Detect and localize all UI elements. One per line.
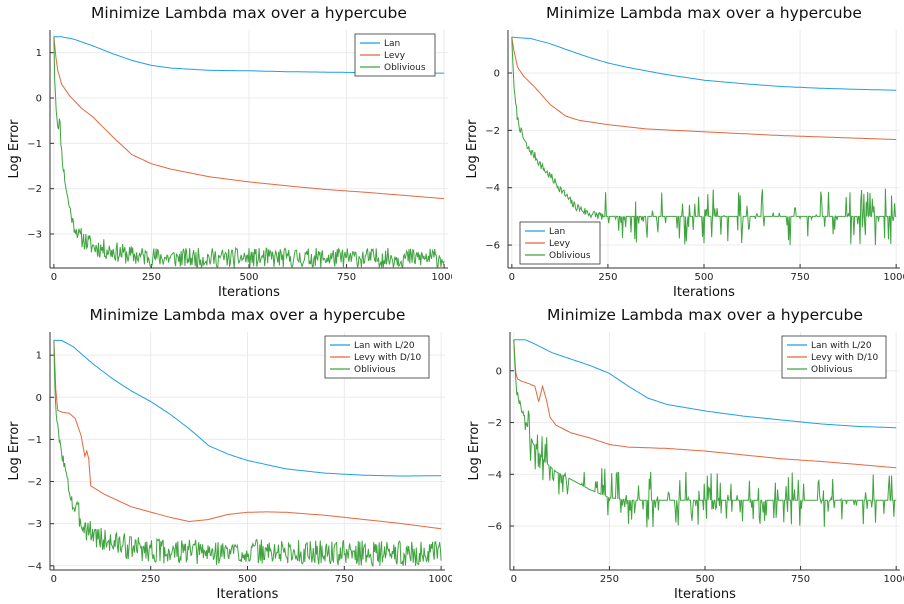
legend-label: Levy xyxy=(549,239,571,249)
chart-panel-bottom-left: Minimize Lambda max over a hypercube 0 250… xyxy=(0,302,452,604)
legend-label: Levy xyxy=(384,51,406,61)
series-line-levy xyxy=(53,340,442,530)
legend: Lan Levy Oblivious xyxy=(354,33,436,77)
legend-label: Lan with L/20 xyxy=(354,341,415,351)
x-tick-label: 750 xyxy=(791,272,810,283)
y-tick-label: −2 xyxy=(27,184,42,195)
chart-title: Minimize Lambda max over a hypercube xyxy=(546,4,862,22)
series-line-lan xyxy=(511,36,897,91)
y-tick-label: −1 xyxy=(27,139,42,150)
x-tick-label: 1000 xyxy=(883,272,904,283)
series-line-oblivious xyxy=(53,340,442,567)
series-line-oblivious xyxy=(53,36,445,268)
legend-label: Oblivious xyxy=(354,365,396,375)
x-tick-label: 500 xyxy=(695,574,714,585)
y-tick-label: −2 xyxy=(485,126,500,137)
legend-label: Oblivious xyxy=(384,63,426,73)
x-tick-label: 1000 xyxy=(431,272,452,283)
x-tick-label: 1000 xyxy=(428,574,452,585)
legend-label: Oblivious xyxy=(549,251,591,261)
legend: Lan with L/20 Levy with D/10 Oblivious xyxy=(781,335,887,379)
y-tick-label: −6 xyxy=(485,241,500,252)
chart-svg: Minimize Lambda max over a hypercube 0 250… xyxy=(7,4,452,300)
legend: Lan with L/20 Levy with D/10 Oblivious xyxy=(324,335,430,379)
y-tick-label: −3 xyxy=(27,230,42,241)
y-tick-label: 0 xyxy=(494,69,500,80)
chart-panel-top-left: Minimize Lambda max over a hypercube 0 250… xyxy=(0,0,452,302)
legend-label: Lan xyxy=(384,39,400,49)
x-tick-label: 0 xyxy=(511,574,517,585)
chart-title: Minimize Lambda max over a hypercube xyxy=(91,4,407,22)
y-tick-label: 0 xyxy=(36,94,42,105)
y-tick-label: −3 xyxy=(27,519,42,530)
series-line-levy xyxy=(513,339,897,469)
legend-label: Oblivious xyxy=(811,365,853,375)
x-axis-label: Iterations xyxy=(674,587,736,602)
y-tick-label: −1 xyxy=(27,435,42,446)
x-tick-label: 250 xyxy=(142,272,161,283)
series-line-oblivious xyxy=(513,339,897,528)
x-axis-label: Iterations xyxy=(673,285,735,300)
x-tick-label: 750 xyxy=(337,272,356,283)
series-line-levy xyxy=(511,37,897,140)
series-line-lan xyxy=(53,339,442,477)
y-tick-label: −2 xyxy=(27,477,42,488)
legend-label: Lan with L/20 xyxy=(811,341,872,351)
y-axis-label: Log Error xyxy=(7,421,22,481)
chart-panel-bottom-right: Minimize Lambda max over a hypercube 0 250… xyxy=(452,302,904,604)
y-axis-label: Log Error xyxy=(465,119,480,179)
x-axis-label: Iterations xyxy=(217,587,279,602)
x-tick-label: 750 xyxy=(335,574,354,585)
chart-panel-top-right: Minimize Lambda max over a hypercube 0 250… xyxy=(452,0,904,302)
x-tick-label: 500 xyxy=(238,574,257,585)
chart-svg: Minimize Lambda max over a hypercube 0 250… xyxy=(465,4,904,300)
legend: Lan Levy Oblivious xyxy=(519,221,601,265)
chart-title: Minimize Lambda max over a hypercube xyxy=(90,306,406,324)
y-tick-label: −2 xyxy=(487,418,502,429)
series-line-levy xyxy=(53,36,445,200)
x-tick-label: 500 xyxy=(239,272,258,283)
x-axis-label: Iterations xyxy=(218,285,280,300)
y-tick-label: 1 xyxy=(36,351,42,362)
x-tick-label: 250 xyxy=(598,272,617,283)
chart-title: Minimize Lambda max over a hypercube xyxy=(547,306,863,324)
x-tick-label: 0 xyxy=(51,574,57,585)
y-tick-label: −4 xyxy=(487,470,502,481)
x-tick-label: 250 xyxy=(600,574,619,585)
y-axis-label: Log Error xyxy=(467,421,482,481)
x-tick-label: 250 xyxy=(141,574,160,585)
series-line-oblivious xyxy=(511,37,897,246)
y-tick-label: 1 xyxy=(36,48,42,59)
legend-label: Levy with D/10 xyxy=(811,353,879,363)
chart-svg: Minimize Lambda max over a hypercube 0 250… xyxy=(7,306,452,602)
y-axis-label: Log Error xyxy=(7,119,22,179)
legend-label: Lan xyxy=(549,227,565,237)
x-tick-label: 750 xyxy=(791,574,810,585)
y-tick-label: −4 xyxy=(27,561,42,572)
x-tick-label: 500 xyxy=(694,272,713,283)
y-tick-label: 0 xyxy=(496,366,502,377)
x-tick-label: 0 xyxy=(51,272,57,283)
y-tick-label: 0 xyxy=(36,393,42,404)
x-tick-label: 0 xyxy=(509,272,515,283)
series-line-lan xyxy=(513,339,897,429)
chart-svg: Minimize Lambda max over a hypercube 0 250… xyxy=(467,306,904,602)
y-tick-label: −6 xyxy=(487,522,502,533)
legend-label: Levy with D/10 xyxy=(354,353,422,363)
y-tick-label: −4 xyxy=(485,183,500,194)
x-tick-label: 1000 xyxy=(883,574,904,585)
